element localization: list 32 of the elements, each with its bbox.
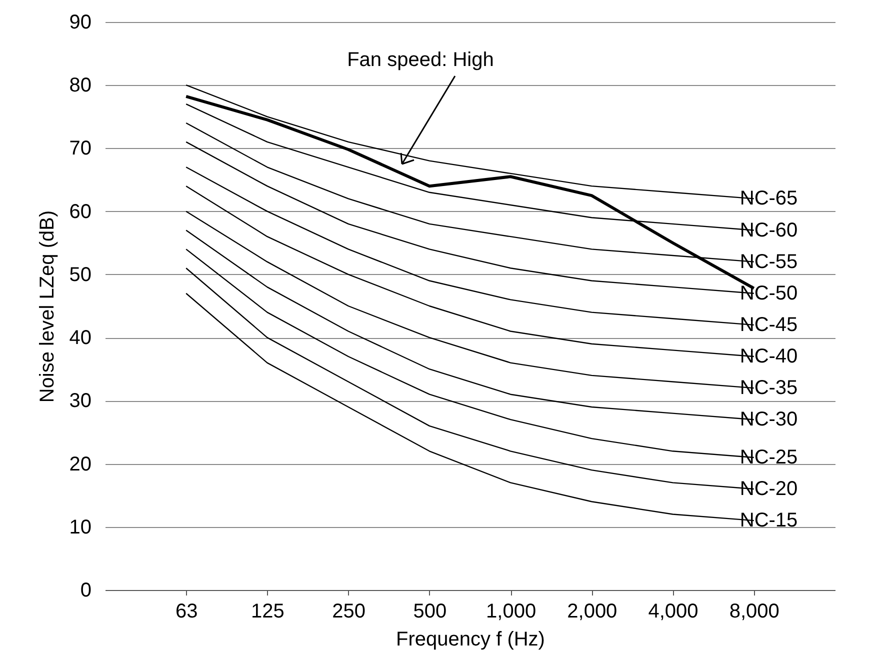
x-tick-label: 2,000: [567, 600, 618, 622]
y-tick-label: 70: [69, 138, 92, 160]
x-tick-label: 4,000: [648, 600, 698, 622]
y-tick-label: 10: [69, 516, 92, 538]
series-label: NC-20: [740, 478, 798, 500]
y-tick-label: 30: [69, 390, 92, 412]
x-tick-label: 1,000: [486, 600, 536, 622]
y-tick-label: 60: [69, 200, 92, 223]
y-tick-label: 40: [69, 327, 92, 350]
x-axis-title: Frequency f (Hz): [396, 628, 545, 650]
x-tick-label: 250: [332, 600, 366, 622]
x-tick-label: 125: [251, 600, 284, 622]
series-label: NC-50: [740, 282, 798, 304]
series-label: NC-35: [740, 377, 798, 400]
x-tick-label: 63: [175, 600, 198, 622]
series-label: NC-60: [740, 219, 798, 242]
x-tick-label: 8,000: [729, 600, 780, 622]
y-tick-label: 90: [69, 12, 92, 34]
series-label: NC-55: [740, 250, 798, 273]
series-label: NC-45: [740, 314, 798, 336]
series-label: NC-15: [740, 510, 798, 532]
series-label: NC-40: [740, 345, 798, 368]
y-tick-label: 80: [69, 74, 92, 97]
y-tick-label: 20: [69, 453, 92, 476]
y-axis-title: Noise level LZeq (dB): [36, 210, 58, 403]
series-label: NC-65: [740, 188, 798, 210]
x-tick-label: 500: [413, 600, 447, 622]
annotation: Fan speed: High: [347, 48, 494, 71]
series-label: NC-30: [740, 408, 798, 431]
y-tick-label: 50: [69, 264, 92, 286]
y-tick-label: 0: [80, 580, 92, 602]
series-label: NC-25: [740, 446, 798, 468]
